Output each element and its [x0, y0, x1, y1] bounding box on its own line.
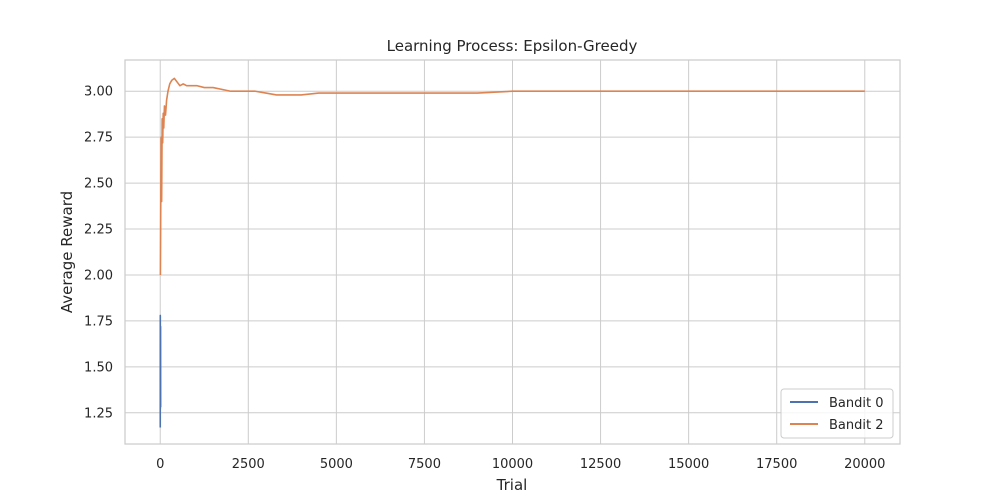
legend: Bandit 0 Bandit 2: [780, 388, 894, 439]
x-tick-label: 15000: [668, 457, 709, 472]
x-tick-label: 0: [156, 457, 164, 472]
x-tick-label: 17500: [756, 457, 797, 472]
x-tick-label: 7500: [408, 457, 441, 472]
series-line-bandit-2: [159, 77, 865, 275]
x-axis-label: Trial: [496, 476, 528, 494]
x-tick-label: 5000: [320, 457, 353, 472]
y-tick-label: 3.00: [84, 85, 113, 100]
y-axis-label: Average Reward: [58, 191, 76, 313]
y-tick-label: 1.75: [84, 314, 113, 329]
y-tick-label: 1.25: [84, 406, 113, 421]
x-tick-label: 10000: [492, 457, 533, 472]
x-tick-labels: 0 2500 5000 7500 10000 12500 15000 17500 20000: [156, 457, 885, 472]
legend-label-bandit-2: Bandit 2: [829, 418, 884, 433]
y-tick-label: 2.75: [84, 131, 113, 146]
plot-frame: [124, 59, 901, 445]
x-tick-label: 12500: [580, 457, 621, 472]
y-tick-label: 2.25: [84, 223, 113, 238]
y-tick-labels: 1.25 1.50 1.75 2.00 2.25 2.50 2.75 3.00: [84, 85, 113, 422]
series-layer: [159, 77, 865, 428]
chart-title: Learning Process: Epsilon-Greedy: [387, 37, 638, 55]
legend-label-bandit-0: Bandit 0: [829, 396, 884, 411]
y-tick-label: 2.00: [84, 268, 113, 283]
x-tick-label: 2500: [232, 457, 265, 472]
y-tick-label: 2.50: [84, 177, 113, 192]
x-tick-label: 20000: [844, 457, 885, 472]
grid: [125, 60, 900, 444]
y-tick-label: 1.50: [84, 360, 113, 375]
